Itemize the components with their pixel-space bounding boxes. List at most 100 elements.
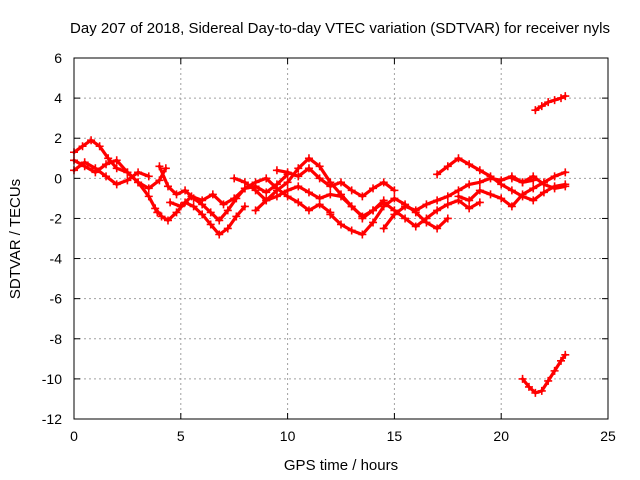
x-tick-label: 20 — [493, 428, 509, 444]
data-point — [187, 192, 196, 201]
data-point — [215, 230, 224, 239]
data-point — [379, 224, 388, 233]
data-point — [433, 196, 442, 205]
data-point — [531, 106, 540, 115]
data-point — [112, 164, 121, 173]
data-point — [240, 202, 249, 211]
data-point — [157, 212, 166, 221]
data-point — [475, 186, 484, 195]
data-point — [166, 198, 175, 207]
data-point — [223, 206, 232, 215]
chart-title: Day 207 of 2018, Sidereal Day-to-day VTE… — [70, 20, 610, 37]
data-point — [550, 172, 559, 181]
data-point — [134, 168, 143, 177]
data-point — [550, 184, 559, 193]
data-point — [486, 172, 495, 181]
y-tick-label: 4 — [54, 90, 62, 106]
data-point — [304, 206, 313, 215]
y-tick-label: -4 — [50, 251, 63, 267]
data-point — [251, 178, 260, 187]
data-point — [294, 172, 303, 181]
data-point — [326, 190, 335, 199]
data-point — [433, 224, 442, 233]
data-point — [262, 174, 271, 183]
data-point — [465, 204, 474, 213]
data-point — [304, 164, 313, 173]
x-tick-label: 10 — [280, 428, 296, 444]
x-axis-label: GPS time / hours — [284, 457, 398, 474]
y-tick-label: -10 — [42, 371, 62, 387]
series-layer — [70, 92, 570, 397]
series-line — [520, 353, 567, 395]
series-arc-9 — [272, 164, 399, 201]
data-point — [112, 180, 121, 189]
data-point — [347, 202, 356, 211]
data-point — [557, 94, 566, 103]
data-point — [176, 202, 185, 211]
data-point — [518, 190, 527, 199]
data-point — [189, 202, 198, 211]
data-point — [497, 180, 506, 189]
data-point — [326, 210, 335, 219]
data-point — [123, 168, 132, 177]
plot-frame — [73, 57, 609, 420]
data-point — [304, 188, 313, 197]
series-arc-8 — [251, 182, 367, 221]
data-point — [230, 194, 239, 203]
data-point — [529, 184, 538, 193]
data-point — [232, 212, 241, 221]
data-point — [486, 190, 495, 199]
data-point — [240, 178, 249, 187]
data-point — [537, 102, 546, 111]
data-point — [223, 224, 232, 233]
series-line — [72, 158, 168, 190]
data-point — [347, 226, 356, 235]
data-point — [181, 186, 190, 195]
y-tick-label: 0 — [54, 170, 62, 186]
data-point — [315, 174, 324, 183]
data-point — [112, 156, 121, 165]
data-point — [95, 142, 104, 151]
data-point — [390, 194, 399, 203]
data-point — [369, 184, 378, 193]
data-point — [454, 192, 463, 201]
data-point — [544, 376, 553, 385]
data-point — [531, 388, 540, 397]
data-point — [550, 96, 559, 105]
data-point — [561, 92, 570, 101]
data-point — [251, 186, 260, 195]
data-point — [80, 158, 89, 167]
data-point — [155, 176, 164, 185]
data-point — [369, 206, 378, 215]
data-point — [537, 386, 546, 395]
data-point — [465, 196, 474, 205]
data-point — [401, 202, 410, 211]
data-point — [411, 222, 420, 231]
data-point — [507, 202, 516, 211]
data-point — [251, 206, 260, 215]
data-point — [294, 164, 303, 173]
data-point — [539, 180, 548, 189]
data-point — [524, 382, 533, 391]
data-point — [151, 204, 160, 213]
series-line — [72, 160, 151, 186]
data-point — [379, 198, 388, 207]
data-point — [390, 186, 399, 195]
data-point — [539, 188, 548, 197]
data-point — [337, 178, 345, 187]
series-arc-16 — [531, 92, 570, 115]
series-arc-2 — [70, 156, 170, 193]
x-tick-label: 25 — [600, 428, 616, 444]
grid-layer — [74, 58, 608, 419]
data-point — [294, 198, 303, 207]
data-point — [104, 154, 113, 163]
series-arc-4 — [151, 198, 249, 239]
series-arc-17 — [518, 350, 570, 397]
data-point — [283, 178, 292, 187]
data-point — [358, 192, 367, 201]
data-point — [283, 168, 292, 177]
data-point — [347, 186, 356, 195]
tick-layer: 0 5 10 15 20 25 -12 -10 -8 -6 -4 -2 0 2 4 6 — [42, 50, 616, 444]
y-tick-label: -6 — [50, 291, 63, 307]
